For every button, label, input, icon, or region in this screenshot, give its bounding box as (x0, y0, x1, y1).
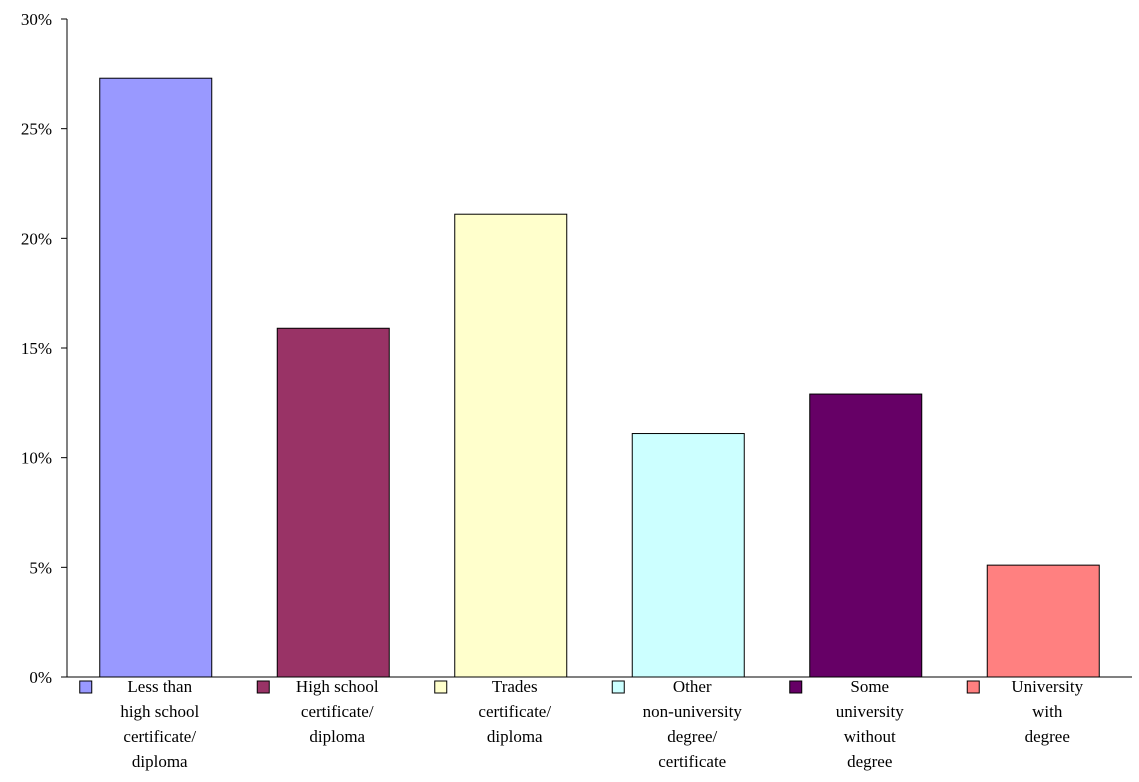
category-label: High school certificate/diploma (256, 677, 379, 746)
bar (454, 213, 568, 678)
category-label-line: high school (120, 702, 199, 721)
category-label-line: Other (673, 677, 712, 696)
category-label-line: without (844, 727, 896, 746)
legend-swatch (966, 680, 980, 694)
category-label-line: diploma (309, 727, 365, 746)
y-tick-label: 25% (21, 120, 52, 139)
bar (986, 564, 1100, 678)
y-tick-label: 30% (21, 10, 52, 29)
category-label: Some university without degree (789, 677, 904, 771)
category-label-line: Some (850, 677, 889, 696)
category-label-line: diploma (132, 752, 188, 771)
bars (99, 77, 1100, 678)
category-label: University with degree (966, 677, 1084, 746)
bar (99, 77, 213, 678)
legend-swatch (79, 680, 93, 694)
y-tick-label: 0% (29, 668, 52, 687)
category-label-line: University (1011, 677, 1083, 696)
category-label-line: certificate/ (123, 727, 196, 746)
category-label: Less than high school certificate/diploma (79, 677, 199, 771)
category-label: Other non-university degree/certificate (611, 677, 743, 771)
category-label-line: with (1032, 702, 1063, 721)
category-label-line: Trades (492, 677, 538, 696)
y-tick-label: 15% (21, 339, 52, 358)
y-tick-label: 20% (21, 229, 52, 248)
category-label-line: degree/ (667, 727, 717, 746)
category-label-line: university (836, 702, 904, 721)
y-tick-label: 10% (21, 449, 52, 468)
bar (276, 327, 390, 678)
category-label-line: degree (1025, 727, 1070, 746)
category-label-line: degree (847, 752, 892, 771)
y-tick-label: 5% (29, 558, 52, 577)
legend-swatch (256, 680, 270, 694)
legend-swatch (789, 680, 803, 694)
y-axis: 0% 5% 10% 15% 20% 25% 30% (21, 10, 68, 687)
category-label-line: High school (296, 677, 379, 696)
category-label-line: certificate/ (301, 702, 374, 721)
bar (809, 393, 923, 678)
legend-swatch (434, 680, 448, 694)
category-label-line: certificate (658, 752, 726, 771)
category-label-line: non-university (643, 702, 743, 721)
category-label-line: certificate/ (478, 702, 551, 721)
legend-swatch (611, 680, 625, 694)
bar (631, 433, 745, 678)
category-label: Trades certificate/diploma (434, 677, 551, 746)
category-label-line: Less than (127, 677, 192, 696)
category-label-line: diploma (487, 727, 543, 746)
